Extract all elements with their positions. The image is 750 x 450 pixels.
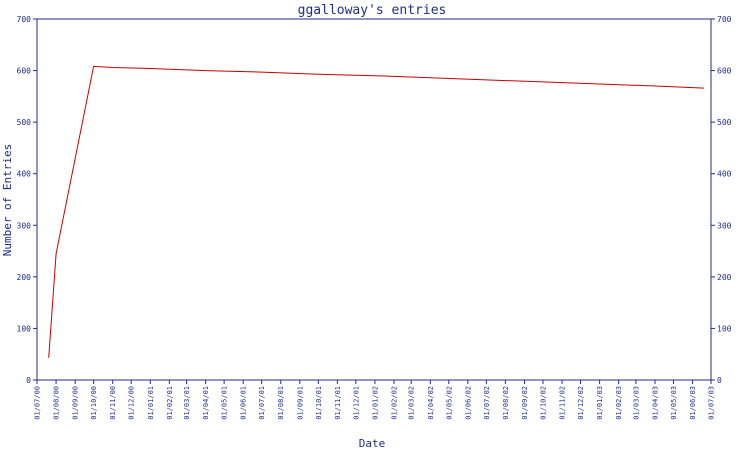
y-tick-label-left: 600 — [17, 67, 32, 76]
y-tick-label-right: 700 — [717, 15, 732, 24]
x-tick-label: 01/10/00 — [90, 386, 98, 420]
x-tick-label: 01/09/00 — [72, 386, 80, 420]
y-tick-label-right: 200 — [717, 273, 732, 282]
y-tick-label-right: 400 — [717, 170, 732, 179]
x-tick-label: 01/03/01 — [183, 386, 191, 420]
x-tick-label: 01/01/02 — [371, 386, 379, 420]
x-tick-label: 01/11/02 — [559, 386, 567, 420]
x-tick-label: 01/03/02 — [408, 386, 416, 420]
plot-area-frame — [36, 18, 712, 381]
x-tick-label: 01/01/03 — [596, 386, 604, 420]
y-tick-label-right: 600 — [717, 67, 732, 76]
x-tick-label: 01/09/02 — [521, 386, 529, 420]
x-tick-label: 01/03/03 — [632, 386, 640, 420]
x-axis: 01/07/00 01/08/00 01/09/00 01/10/00 01/11/00… — [34, 380, 716, 420]
x-tick-label: 01/02/02 — [391, 386, 399, 420]
y-tick-label-left: 400 — [17, 170, 32, 179]
x-tick-label: 01/07/00 — [34, 386, 42, 420]
x-tick-label: 01/04/02 — [427, 386, 435, 420]
x-tick-label: 01/12/00 — [128, 386, 136, 420]
y-tick-label-right: 100 — [717, 324, 732, 333]
y-tick-label-left: 100 — [17, 324, 32, 333]
x-tick-label: 01/04/01 — [202, 386, 210, 420]
x-tick-label: 01/12/01 — [352, 386, 360, 420]
x-tick-label: 01/07/03 — [708, 386, 716, 420]
y-tick-label-right: 0 — [717, 376, 722, 385]
y-tick-label-left: 200 — [17, 273, 32, 282]
x-tick-label: 01/11/00 — [109, 386, 117, 420]
series-line — [48, 65, 705, 358]
x-tick-label: 01/06/01 — [240, 386, 248, 420]
x-tick-label: 01/05/02 — [445, 386, 453, 420]
x-tick-label: 01/09/01 — [296, 386, 304, 420]
y-tick-label-left: 700 — [17, 15, 32, 24]
x-tick-label: 01/08/02 — [502, 386, 510, 420]
x-tick-label: 01/01/01 — [147, 386, 155, 420]
x-tick-label: 01/02/01 — [166, 386, 174, 420]
series-layer — [48, 65, 705, 358]
x-tick-label: 01/08/00 — [53, 386, 61, 420]
y-tick-label-left: 500 — [17, 118, 32, 127]
x-tick-label: 01/05/03 — [670, 386, 678, 420]
x-axis-label: Date — [359, 437, 386, 450]
x-tick-label: 01/05/01 — [221, 386, 229, 420]
y-tick-label-right: 500 — [717, 118, 732, 127]
x-tick-label: 01/02/03 — [615, 386, 623, 420]
y-axis-label: Number of Entries — [1, 144, 14, 257]
x-tick-label: 01/08/01 — [277, 386, 285, 420]
x-tick-label: 01/12/02 — [577, 386, 585, 420]
x-tick-label: 01/06/03 — [689, 386, 697, 420]
x-tick-label: 01/11/01 — [334, 386, 342, 420]
x-tick-label: 01/07/01 — [258, 386, 266, 420]
x-tick-label: 01/07/02 — [483, 386, 491, 420]
y-tick-label-right: 300 — [717, 221, 732, 230]
x-tick-label: 01/10/02 — [539, 386, 547, 420]
y-tick-label-left: 300 — [17, 221, 32, 230]
y-axis-left: 0 100 200 300 400 500 600 700 — [17, 15, 37, 385]
y-tick-label-left: 0 — [26, 376, 31, 385]
chart-title: ggalloway's entries — [298, 3, 447, 18]
y-axis-right: 0 100 200 300 400 500 600 700 — [711, 15, 732, 385]
x-tick-label: 01/04/03 — [651, 386, 659, 420]
x-tick-label: 01/06/02 — [464, 386, 472, 420]
x-tick-label: 01/10/01 — [315, 386, 323, 420]
